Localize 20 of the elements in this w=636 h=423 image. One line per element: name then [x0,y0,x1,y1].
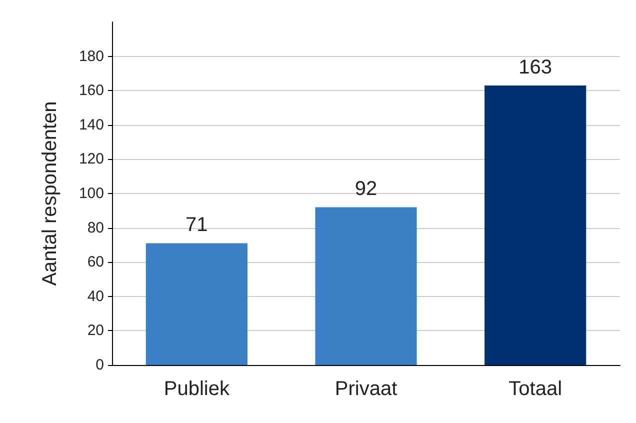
bar [146,243,248,365]
y-tick-label: 40 [87,288,104,305]
y-tick-label: 80 [87,219,104,236]
y-tick-label: 20 [87,322,104,340]
data-label: 71 [186,214,208,236]
y-tick-label: 180 [78,48,104,65]
y-tick-label: 100 [78,185,104,202]
x-tick-label: Publiek [164,378,230,400]
y-tick-label: 140 [78,116,104,134]
data-label: 92 [354,178,378,200]
x-tick-label: Privaat [334,378,398,400]
y-tick-label: 160 [78,82,104,100]
bar [484,85,586,365]
y-tick-label: 120 [78,150,104,168]
y-tick-label: 0 [96,356,104,374]
y-tick-label: 60 [87,254,104,271]
y-axis-title: Aantal respondenten [39,101,61,286]
x-tick-label: Totaal [508,378,562,400]
data-label: 163 [518,56,552,78]
bar [315,207,417,365]
